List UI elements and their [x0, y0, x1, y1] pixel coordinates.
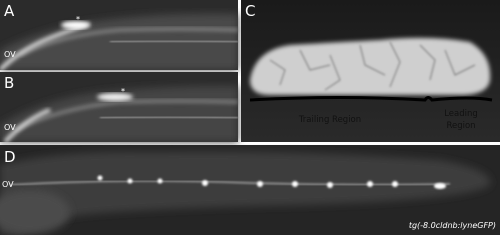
- panel-label: A: [4, 2, 15, 20]
- ov-label: OV: [2, 180, 14, 189]
- figure: A * OV B * OV C Trailing Region Leading …: [0, 0, 500, 235]
- asterisk: *: [121, 87, 125, 96]
- ov-label: OV: [4, 50, 16, 59]
- trailing-region: Trailing Region: [298, 115, 361, 125]
- panel-label: D: [4, 148, 16, 166]
- ov-label: OV: [4, 123, 16, 132]
- panel-label: B: [4, 74, 14, 92]
- leading-region-line: Leading: [444, 109, 478, 119]
- caption: tg(-8.0cldnb:lyneGFP): [409, 221, 496, 230]
- panel-label: C: [245, 2, 255, 20]
- panel-a: A * OV: [0, 0, 239, 72]
- panel-b: B * OV: [0, 72, 239, 144]
- leading-region-line: Region: [446, 121, 475, 131]
- asterisk: *: [76, 15, 80, 24]
- panel-c: C Trailing Region Leading Region: [241, 0, 500, 142]
- panel-d: D OV tg(-8.0cldnb:lyneGFP): [0, 145, 500, 235]
